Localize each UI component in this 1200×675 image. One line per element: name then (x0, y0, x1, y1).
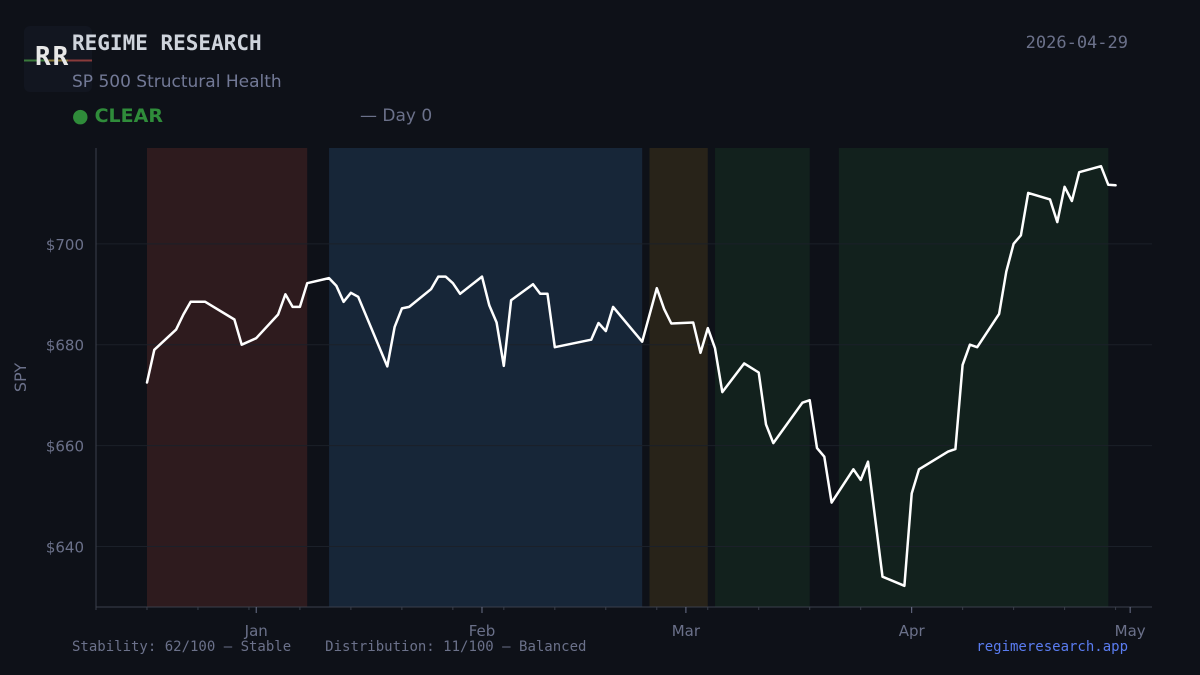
logo: RR (24, 26, 92, 92)
footer-metrics: Stability: 62/100 — Stable Distribution: … (72, 639, 586, 655)
regime-band-4 (838, 148, 1109, 607)
x-tick-label: Apr (899, 622, 926, 640)
x-tick-label: May (1115, 622, 1146, 640)
regime-band-0 (146, 148, 308, 607)
page-subtitle: SP 500 Structural Health (72, 72, 282, 92)
status-label: CLEAR (94, 105, 163, 127)
report-date: 2026-04-29 (1025, 33, 1128, 53)
stability-metric: Stability: 62/100 — Stable (72, 639, 292, 655)
logo-text: RR (35, 42, 71, 72)
y-tick-label: $680 (46, 337, 84, 355)
day-counter: — Day 0 (360, 106, 433, 126)
y-tick-label: $640 (46, 538, 84, 556)
site-link[interactable]: regimeresearch.app (976, 639, 1128, 655)
x-tick-label: Mar (672, 622, 701, 640)
y-tick-label: $700 (46, 236, 84, 254)
status-badge: ● CLEAR (72, 105, 163, 127)
x-tick-label: Jan (244, 622, 268, 640)
x-tick-label: Feb (469, 622, 496, 640)
status-dot-icon: ● (72, 105, 89, 127)
y-tick-label: $660 (46, 438, 84, 456)
y-axis-label: SPY (11, 363, 30, 392)
regime-band-2 (649, 148, 708, 607)
logo-line-icon (24, 59, 92, 62)
series-line-0 (145, 164, 1117, 588)
distribution-metric: Distribution: 11/100 — Balanced (325, 639, 587, 655)
regime-band-3 (715, 148, 810, 607)
app-title: REGIME RESEARCH (72, 31, 262, 55)
regime-band-1 (329, 148, 643, 607)
